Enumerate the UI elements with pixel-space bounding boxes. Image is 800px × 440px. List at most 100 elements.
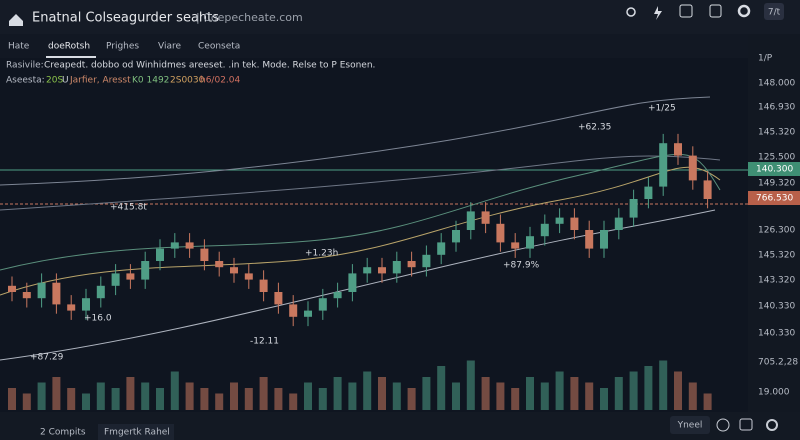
candle-body: [511, 242, 520, 249]
annotation: +16.0: [84, 314, 112, 324]
candle-body: [600, 230, 608, 249]
candle-body: [496, 223, 505, 243]
annotation: -12.11: [250, 337, 279, 347]
volume-bar: [304, 382, 312, 410]
candle-body: [230, 267, 238, 274]
info-label: Rasivile:: [6, 61, 44, 71]
alert-icon[interactable]: [654, 6, 662, 20]
price-label: 146.930: [758, 103, 795, 113]
footer-item[interactable]: 2 Compits: [40, 428, 86, 438]
candle-body: [67, 304, 76, 311]
annotation: +415.8t: [110, 203, 147, 213]
candle-body: [215, 261, 224, 268]
home-icon[interactable]: [9, 14, 23, 26]
candle-body: [452, 230, 460, 243]
volume-bar: [52, 377, 61, 410]
candle-body: [259, 279, 268, 292]
candle-body: [659, 143, 668, 187]
icon[interactable]: [739, 418, 753, 431]
candle-body: [363, 267, 372, 274]
candle-body: [52, 282, 61, 305]
candle-body: [318, 298, 327, 311]
volume-bar: [259, 377, 268, 410]
volume-bar: [600, 388, 608, 410]
volume-bar: [8, 388, 16, 410]
volume-bar: [318, 388, 327, 410]
candle-body: [481, 211, 490, 224]
volume-bar: [244, 388, 253, 410]
candle-body: [466, 211, 475, 230]
volume-bar: [67, 388, 76, 410]
candle-body: [111, 273, 120, 286]
volume-bar: [170, 371, 179, 410]
site: | Coepecheate.com: [196, 11, 303, 24]
tab[interactable]: Prighes: [106, 42, 139, 52]
volume-bar: [555, 371, 564, 410]
price-badge: [748, 191, 800, 205]
volume-bar: [629, 371, 638, 410]
footer-tab-text: Fmgertk Rahel: [104, 428, 170, 438]
tab[interactable]: doeRotsh: [48, 42, 90, 52]
price-label: 145.320: [758, 251, 795, 261]
candle-body: [185, 242, 194, 249]
candle-body: [614, 217, 623, 230]
volume-bar: [289, 393, 298, 410]
info-item: h6/02.04: [200, 76, 241, 86]
volume-bar: [407, 388, 416, 410]
tab[interactable]: Ceonseta: [198, 42, 240, 52]
candle-body: [274, 292, 283, 305]
candle-body: [126, 273, 135, 280]
volume-bar: [644, 366, 653, 410]
volume-bar: [437, 366, 446, 410]
price-badge: [748, 162, 800, 176]
volume-bar: [126, 377, 135, 410]
candle-body: [540, 223, 549, 237]
lower-band: [0, 209, 716, 361]
candle-body: [422, 254, 431, 268]
volume-bar: [141, 382, 150, 410]
footer-tab[interactable]: [98, 424, 174, 440]
icon[interactable]: [716, 418, 730, 432]
screenshot-icon[interactable]: [679, 4, 693, 18]
volume-bar: [156, 388, 164, 410]
price-label: 705.2,28: [758, 358, 798, 368]
tab[interactable]: Hate: [8, 42, 30, 52]
price-label: 125.500: [758, 153, 795, 163]
price-axis: [748, 34, 800, 412]
button[interactable]: [670, 416, 710, 434]
price-label: 140.330: [758, 302, 795, 312]
volume-bar: [392, 382, 401, 410]
volume-bar: [703, 393, 712, 410]
candle-body: [688, 155, 697, 181]
volume-bar: [452, 382, 460, 410]
price-label: 140.330: [758, 329, 795, 339]
candle-body: [170, 242, 179, 249]
price-label: 148.000: [758, 79, 795, 89]
price-label: 143.320: [758, 276, 795, 286]
annotation: +62.35: [578, 123, 611, 133]
info-text: Creapedt. dobbo od Winhidmes areeset. .i…: [44, 61, 375, 71]
badge-box[interactable]: [764, 3, 784, 20]
volume-bar: [37, 382, 46, 410]
candle-body: [96, 285, 105, 299]
info-item: U: [62, 76, 69, 86]
volume-bar: [570, 377, 579, 410]
price-label: 126.300: [758, 226, 795, 236]
candle-body: [526, 236, 534, 249]
candle-body: [244, 273, 253, 280]
price-label: 1/P: [758, 54, 773, 64]
icon[interactable]: [766, 419, 778, 431]
volume-bar: [481, 377, 490, 410]
volume-bar: [333, 377, 342, 410]
candle-body: [37, 282, 46, 299]
settings-icon[interactable]: [737, 4, 751, 18]
tab[interactable]: Viare: [158, 42, 181, 52]
candle-body: [570, 217, 579, 230]
candle-body: [437, 242, 446, 255]
search-icon[interactable]: [626, 7, 636, 17]
notes-icon[interactable]: [709, 4, 722, 18]
ma-line: [0, 166, 721, 296]
header-bar: [0, 0, 800, 34]
volume-bar: [348, 382, 357, 410]
